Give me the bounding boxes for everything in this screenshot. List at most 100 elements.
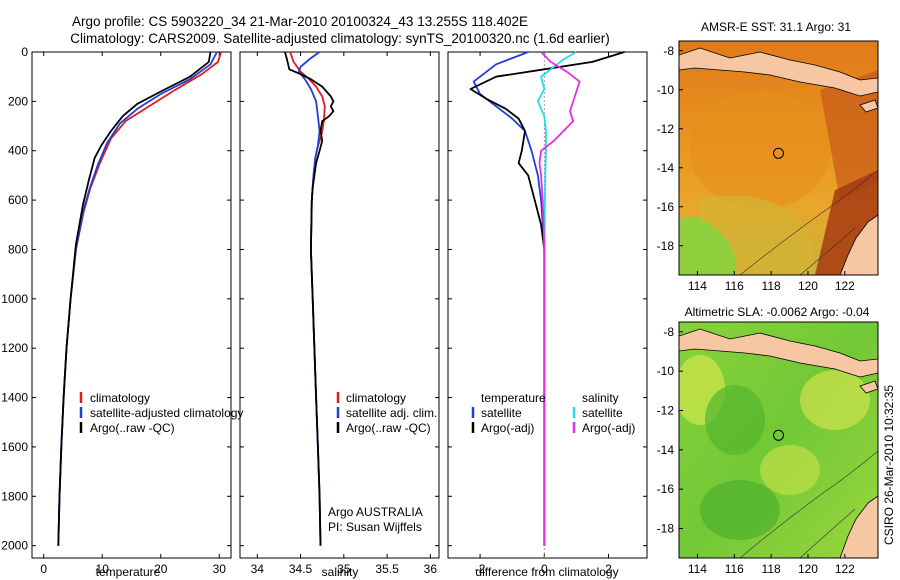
legend-climatology: climatology — [90, 391, 150, 405]
y-tick-label: 200 — [8, 94, 28, 108]
x-tick-label: 0 — [40, 562, 47, 576]
legend-satellite-adj: satellite adj. clim. — [346, 406, 437, 420]
x-tick-label: 36 — [424, 562, 438, 576]
series-salinity-argo-adj- — [538, 51, 581, 546]
difference-panel: -2 0 2 difference from climatology tempera… — [447, 51, 648, 579]
lat-tick-label: -18 — [657, 239, 675, 253]
sst-map-field — [679, 41, 878, 275]
lat-tick-label: -10 — [657, 83, 675, 97]
y-tick-label: 1600 — [1, 440, 28, 454]
lon-tick-label: 118 — [762, 562, 781, 576]
difference-legend: temperature satellite Argo(-adj) salinit… — [471, 391, 635, 435]
difference-xlabel: difference from climatology — [475, 565, 618, 579]
land-island-east — [859, 380, 878, 394]
x-tick-label: -2 — [475, 562, 486, 576]
y-tick-label: 1000 — [1, 292, 28, 306]
sla-green-low — [700, 480, 780, 540]
salinity-panel: 34 34.5 35 35.5 36 salinity climatology sate… — [239, 51, 440, 579]
y-tick-label: 1400 — [1, 391, 28, 405]
x-tick-label: 10 — [96, 562, 110, 576]
y-tick-label: 1800 — [1, 489, 28, 503]
figure-title-line1: Argo profile: CS 5903220_34 21-Mar-2010 … — [72, 14, 528, 29]
y-tick-label: 0 — [21, 45, 28, 59]
salinity-xlabel: salinity — [322, 565, 359, 579]
bathymetry-contour — [799, 227, 856, 275]
temperature-legend: climatology satellite-adjusted climatolo… — [79, 391, 243, 435]
y-tick-label: 400 — [8, 144, 28, 158]
argo-float-marker — [773, 429, 784, 441]
y-tick-label: 2000 — [1, 539, 28, 553]
x-tick-label: 35.5 — [375, 562, 399, 576]
float-owner-label: Argo AUSTRALIA — [328, 505, 423, 519]
salinity-x-ticks: 34 34.5 35 35.5 36 — [251, 52, 438, 576]
legend-temp-argo-adj: Argo(-adj) — [481, 421, 534, 435]
x-tick-label: 34 — [251, 562, 265, 576]
sst-green-sw-patch — [679, 216, 736, 275]
temperature-axes-frame — [31, 51, 232, 559]
lat-tick-label: -14 — [657, 443, 675, 457]
series-argo-raw-qc- — [284, 51, 335, 546]
depth-tick-labels: 0 200 400 600 800 1000 1200 1400 1600 1800 2000 — [1, 45, 28, 553]
series-satellite-adj-clim- — [297, 51, 322, 546]
lon-tick-label: 116 — [725, 562, 744, 576]
sst-hot-ne-patch — [820, 70, 878, 200]
pi-label: PI: Susan Wijffels — [328, 520, 422, 534]
lat-tick-label: -12 — [657, 122, 675, 136]
temperature-xlabel: temperature — [96, 565, 161, 579]
argo-float-marker — [773, 147, 784, 159]
legend-argo-raw: Argo(..raw -QC) — [90, 421, 175, 435]
lat-tick-label: -18 — [657, 522, 675, 536]
lat-tick-label: -10 — [657, 364, 675, 378]
legend-temperature-title: temperature — [481, 391, 546, 405]
temperature-panel: 0 200 400 600 800 1000 1200 1400 1600 1800 2000 0 1… — [1, 45, 243, 579]
sst-map-ticks: 114 116 118 120 122 -8 -10 -12 -14 -16 -18 — [657, 44, 856, 293]
sla-map-title: Altimetric SLA: -0.0062 Argo: -0.04 — [685, 305, 870, 319]
timestamp-side-label: CSIRO 26-Mar-2010 10:32:35 — [882, 385, 896, 545]
figure-title-line2: Climatology: CARS2009. Satellite-adjuste… — [70, 31, 610, 46]
sst-map-frame — [678, 40, 879, 276]
sst-warm-patch — [690, 90, 830, 210]
lat-tick-label: -14 — [657, 161, 675, 175]
sst-map-panel: AMSR-E SST: 31.1 Argo: 31 114 116 118 120 12… — [657, 20, 879, 293]
lon-tick-label: 114 — [688, 279, 707, 293]
lon-tick-label: 120 — [798, 562, 818, 576]
x-tick-label: 35 — [337, 562, 351, 576]
salinity-legend: climatology satellite adj. clim. Argo(..… — [336, 391, 437, 435]
lat-tick-label: -8 — [663, 44, 674, 58]
lon-tick-label: 122 — [835, 562, 855, 576]
lat-tick-label: -8 — [663, 325, 674, 339]
sla-map-frame — [678, 321, 879, 559]
temperature-x-ticks: 0 10 20 30 — [40, 52, 226, 576]
sla-yellow-blob — [800, 370, 870, 430]
legend-satellite-adjusted: satellite-adjusted climatology — [90, 406, 243, 420]
lon-tick-label: 116 — [725, 279, 744, 293]
difference-axes-frame — [447, 51, 648, 559]
sla-yellow-blob — [760, 445, 820, 495]
salinity-lines — [240, 51, 439, 547]
x-tick-label: 2 — [605, 562, 612, 576]
x-tick-label: 20 — [154, 562, 168, 576]
land-australia-coast — [839, 214, 878, 275]
series-temperature-satellite — [472, 51, 546, 546]
sst-yellow-band — [700, 195, 814, 275]
land-island-east — [859, 99, 878, 113]
bathymetry-contour — [739, 169, 878, 275]
series-satellite-adjusted-climatology — [57, 51, 218, 546]
lat-tick-label: -16 — [657, 200, 675, 214]
legend-climatology: climatology — [346, 391, 406, 405]
lat-tick-label: -12 — [657, 404, 675, 418]
legend-argo-raw: Argo(..raw -QC) — [346, 421, 431, 435]
series-argo-raw-qc- — [57, 51, 212, 546]
sst-map-title: AMSR-E SST: 31.1 Argo: 31 — [701, 20, 851, 34]
lon-tick-label: 122 — [835, 279, 855, 293]
sla-map-panel: Altimetric SLA: -0.0062 Argo: -0.04 114 1… — [657, 305, 879, 576]
lon-tick-label: 118 — [762, 279, 781, 293]
x-tick-label: 0 — [541, 562, 548, 576]
lon-tick-label: 120 — [798, 279, 818, 293]
land-australia-coast — [839, 495, 878, 558]
temperature-lines — [32, 51, 231, 547]
bathymetry-contour — [739, 450, 878, 558]
legend-sal-argo-adj: Argo(-adj) — [582, 421, 635, 435]
legend-temp-satellite: satellite — [481, 406, 522, 420]
